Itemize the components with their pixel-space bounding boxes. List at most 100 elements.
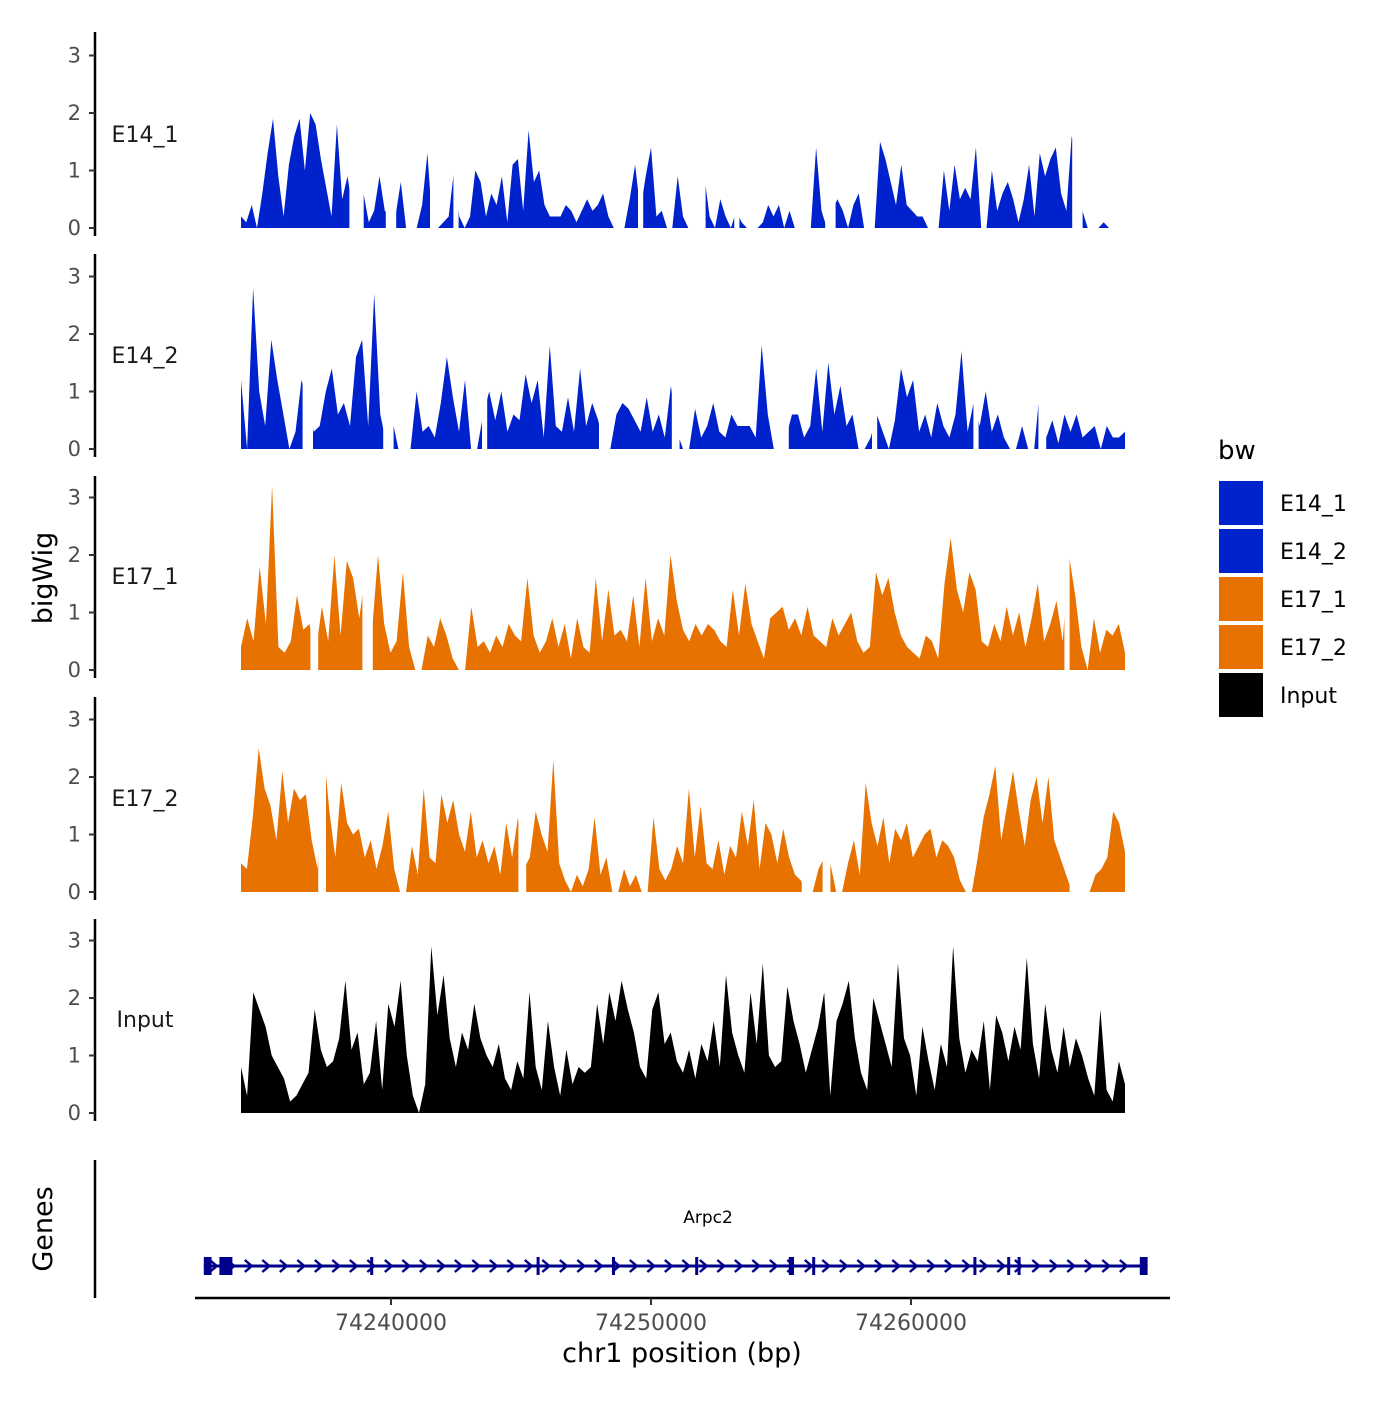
strand-arrow (1119, 1259, 1129, 1273)
strand-arrow (594, 1259, 604, 1273)
legend-swatch (1219, 577, 1263, 621)
y-tick-label: 3 (68, 44, 81, 68)
strand-arrow (891, 1259, 902, 1273)
signal-gap (453, 32, 459, 230)
signal-gap (349, 32, 364, 230)
strand-arrow (699, 1259, 709, 1273)
signal-gap (302, 254, 313, 451)
signal-gap (697, 32, 706, 230)
y-tick-label: 1 (68, 380, 81, 404)
signal-area-E14_1 (241, 113, 1125, 228)
y-tick-label: 2 (68, 101, 81, 125)
y-tick-label: 2 (68, 765, 81, 789)
exon (536, 1257, 540, 1275)
y-tick-label: 0 (68, 437, 81, 461)
x-tick-label: 74240000 (335, 1311, 447, 1336)
signal-gap (778, 254, 789, 451)
legend-label: Input (1280, 684, 1337, 709)
strand-arrow (996, 1259, 1007, 1273)
y-tick-label: 1 (68, 1044, 81, 1068)
legend-label: E17_1 (1280, 588, 1347, 613)
exon (1139, 1257, 1148, 1275)
legend: bw E14_1 E14_2 E17_1 E17_2 Input (1218, 436, 1347, 717)
strand-arrow (681, 1259, 692, 1273)
exon (812, 1257, 816, 1275)
signal-gap (822, 697, 831, 894)
strand-arrow (664, 1259, 674, 1273)
legend-item: E14_1 (1219, 481, 1347, 525)
exon (788, 1257, 794, 1275)
strand-arrow (506, 1259, 517, 1273)
track-E14_2: 0 1 2 3 E14_2 (68, 254, 1125, 461)
strand-arrow (489, 1259, 499, 1273)
strand-arrow (471, 1259, 482, 1273)
track-Input: 0 1 2 3 Input (68, 919, 1125, 1125)
strand-arrow (384, 1259, 394, 1273)
track-E17_2: 0 1 2 3 E17_2 (68, 697, 1125, 904)
track-label: Input (117, 1008, 174, 1033)
strand-arrow (646, 1259, 657, 1273)
signal-gap (1064, 476, 1070, 672)
strand-arrow (1031, 1259, 1042, 1273)
y-tick-label: 3 (68, 486, 81, 510)
legend-label: E14_2 (1280, 540, 1347, 565)
signal-area-Input (241, 946, 1125, 1113)
strand-arrow (559, 1259, 569, 1273)
signal-gap (1069, 697, 1088, 894)
signal-gap (1038, 254, 1047, 451)
exon (612, 1257, 615, 1275)
y-tick-label: 0 (68, 880, 81, 904)
exon (203, 1257, 212, 1275)
legend-swatch (1219, 625, 1263, 669)
exon (370, 1257, 374, 1275)
y-tick-label: 2 (68, 322, 81, 346)
strand-arrow (1049, 1259, 1059, 1273)
y-axis-title: bigWig (28, 532, 59, 625)
track-E17_1: 0 1 2 3 E17_1 (68, 476, 1125, 682)
strand-arrow (419, 1259, 429, 1273)
signal-area-E17_2 (241, 748, 1125, 892)
strand-arrow (524, 1259, 534, 1273)
signal-area-E14_2 (241, 288, 1125, 449)
strand-arrow (944, 1259, 954, 1273)
track-label: E17_1 (112, 565, 179, 590)
strand-arrow (279, 1259, 289, 1273)
strand-arrow (1084, 1259, 1094, 1273)
signal-gap (825, 32, 836, 230)
track-label: E14_2 (112, 344, 179, 369)
legend-item: E14_2 (1219, 529, 1347, 573)
x-tick-label: 74250000 (595, 1311, 707, 1336)
strand-arrow (804, 1259, 814, 1273)
x-tick-label: 74260000 (855, 1311, 967, 1336)
legend-item: E17_2 (1219, 625, 1347, 669)
strand-arrow (734, 1259, 744, 1273)
signal-gap (383, 254, 394, 451)
strand-arrow (209, 1259, 219, 1273)
exon (695, 1257, 699, 1275)
track-E14_1: 0 1 2 3 E14_1 (68, 32, 1125, 240)
x-axis: 74240000 74250000 74260000 (195, 1296, 1170, 1336)
strand-arrow (576, 1259, 587, 1273)
strand-arrow (1066, 1259, 1077, 1273)
legend-item: Input (1219, 673, 1337, 717)
strand-arrow (874, 1259, 884, 1273)
exon (1017, 1257, 1021, 1275)
x-axis-title: chr1 position (bp) (562, 1338, 802, 1369)
signal-gap (734, 32, 740, 230)
strand-arrow (751, 1259, 762, 1273)
signal-gap (872, 254, 878, 451)
strand-arrow (366, 1259, 377, 1273)
exon (1007, 1257, 1011, 1275)
strand-arrow (314, 1259, 324, 1273)
signal-gap (318, 697, 326, 894)
signal-gap (430, 32, 436, 230)
legend-title: bw (1218, 436, 1256, 466)
strand-arrow (436, 1259, 447, 1273)
legend-swatch (1219, 481, 1263, 525)
signal-gap (801, 697, 810, 894)
legend-label: E17_2 (1280, 636, 1347, 661)
strand-arrow (769, 1259, 779, 1273)
strand-arrow (716, 1259, 727, 1273)
